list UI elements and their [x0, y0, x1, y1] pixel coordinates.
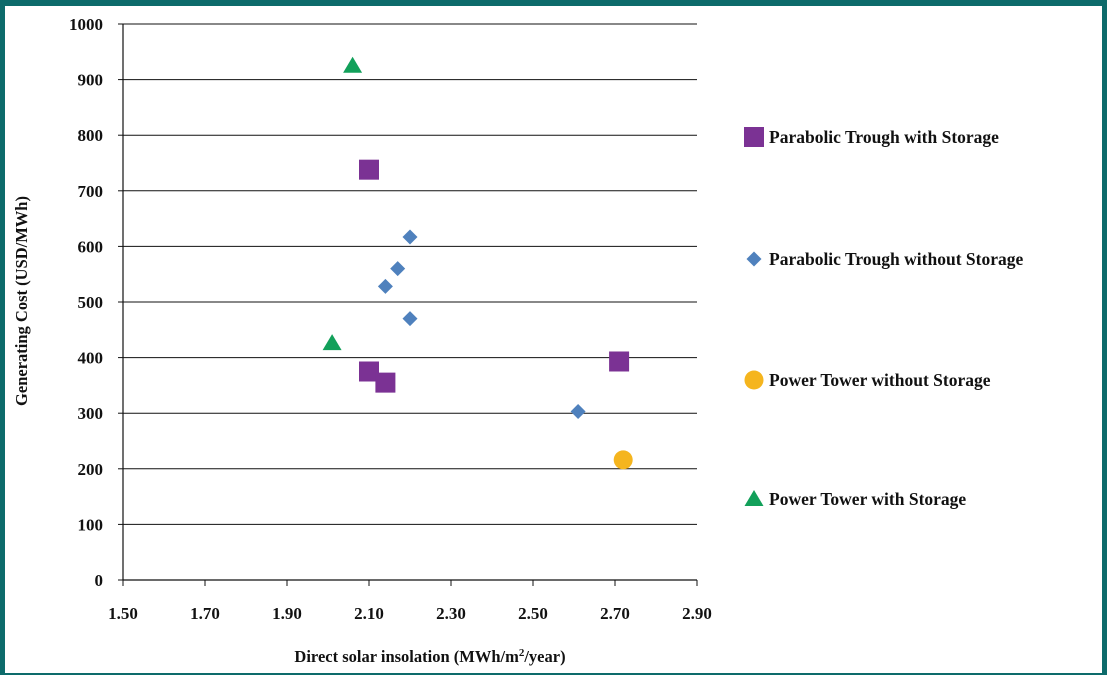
y-tick-label: 500	[78, 293, 104, 312]
diamond-data-point	[570, 404, 586, 420]
x-tick-label: 1.90	[272, 604, 302, 623]
y-tick-label: 0	[95, 571, 104, 590]
legend-item: Parabolic Trough with Storage	[744, 127, 999, 147]
legend-label: Power Tower with Storage	[769, 489, 966, 509]
legend: Parabolic Trough with Storage Parabolic T…	[744, 127, 1023, 509]
diamond-data-point	[390, 261, 406, 277]
square-data-point	[359, 159, 379, 180]
legend-label: Parabolic Trough without Storage	[769, 249, 1023, 269]
x-tick-label: 2.50	[518, 604, 548, 623]
diamond-data-point	[377, 278, 393, 294]
diamond-data-point	[402, 311, 418, 327]
y-tick-label: 200	[78, 460, 104, 479]
square-data-point	[609, 351, 630, 372]
legend-diamond-marker	[746, 251, 762, 267]
legend-label: Power Tower without Storage	[769, 370, 991, 390]
x-tick-label: 2.70	[600, 604, 630, 623]
y-tick-labels: 0 100 200 300 400 500 600 700 800 900 1000	[69, 15, 103, 590]
data-points	[322, 56, 633, 470]
x-tick-label: 2.10	[354, 604, 384, 623]
square-data-point	[375, 372, 396, 393]
diamond-data-point	[402, 229, 418, 245]
legend-item: Parabolic Trough without Storage	[746, 249, 1023, 269]
y-tick-label: 700	[78, 182, 104, 201]
x-axis-title: Direct solar insolation (MWh/m2/year)	[294, 647, 565, 666]
square-data-point	[359, 361, 379, 382]
triangle-data-point	[343, 56, 363, 73]
legend-circle-marker	[744, 370, 764, 390]
gridlines	[123, 23, 697, 525]
legend-triangle-marker	[744, 490, 764, 506]
y-tick-label: 1000	[69, 15, 103, 34]
y-tick-label: 600	[78, 237, 104, 256]
circle-data-point	[613, 450, 633, 470]
y-tick-label: 300	[78, 404, 104, 423]
axes	[118, 23, 698, 586]
triangle-data-point	[322, 334, 342, 351]
x-tick-labels: 1.50 1.70 1.90 2.10 2.30 2.50 2.70 2.90	[108, 604, 712, 623]
y-tick-label: 100	[78, 515, 104, 534]
y-tick-label: 400	[78, 349, 104, 368]
y-tick-label: 900	[78, 71, 104, 90]
legend-item: Power Tower with Storage	[744, 489, 966, 509]
x-tick-label: 1.50	[108, 604, 138, 623]
legend-item: Power Tower without Storage	[744, 370, 991, 390]
legend-label: Parabolic Trough with Storage	[769, 127, 999, 147]
legend-square-marker	[744, 127, 764, 147]
x-tick-label: 2.30	[436, 604, 466, 623]
x-tick-label: 2.90	[682, 604, 712, 623]
x-tick-label: 1.70	[190, 604, 220, 623]
y-axis-title: Generating Cost (USD/MWh)	[12, 196, 31, 406]
y-tick-label: 800	[78, 126, 104, 145]
